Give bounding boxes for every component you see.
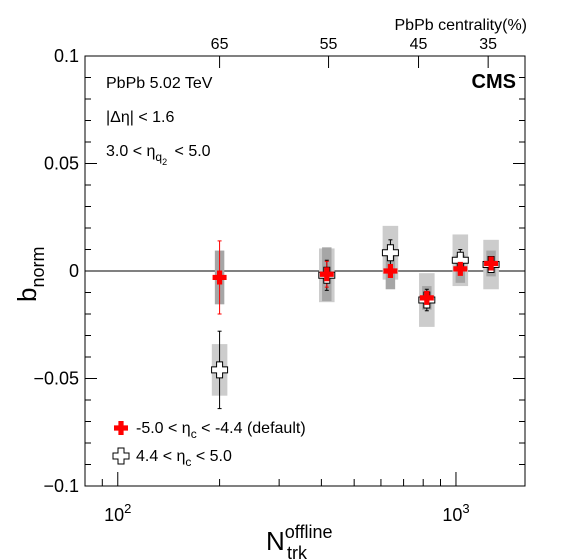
y-tick-label: 0 xyxy=(69,261,79,281)
top-axis-label: PbPb centrality(%) xyxy=(395,17,528,34)
eta-q2-annotation: 3.0 < ηq2 < 5.0 xyxy=(106,143,211,167)
system-annotation: PbPb 5.02 TeV xyxy=(106,75,213,92)
top-tick-label: 55 xyxy=(320,36,338,53)
y-tick-label: −0.1 xyxy=(43,476,79,496)
legend-label-alt: 4.4 < ηc < 5.0 xyxy=(136,448,232,469)
top-tick-label: 45 xyxy=(410,36,428,53)
x-tick-label: 103 xyxy=(442,501,469,525)
legend-label-default: -5.0 < ηc < -4.4 (default) xyxy=(136,420,306,441)
x-title-sup: offline xyxy=(285,522,333,542)
legend-marker-alt xyxy=(112,447,130,465)
legend: -5.0 < ηc < -4.4 (default) 4.4 < ηc < 5.… xyxy=(112,420,306,469)
data-point-default xyxy=(212,270,227,285)
data-point-default xyxy=(319,267,334,282)
data-point-default xyxy=(383,264,398,278)
legend-cross-filled xyxy=(114,421,128,435)
top-tick-label: 65 xyxy=(211,36,229,53)
data-markers xyxy=(211,244,500,379)
legend-marker-default xyxy=(114,421,128,435)
cms-label: CMS xyxy=(472,71,516,93)
y-tick-label: −0.05 xyxy=(33,369,79,389)
eta-q2-subsub: 2 xyxy=(162,157,167,167)
systematic-boxes xyxy=(211,225,499,396)
y-axis: 0.1 0.05 0 −0.05 −0.1 xyxy=(33,46,525,496)
eta-q2-left: 3.0 < η xyxy=(106,143,155,160)
top-centrality-axis: 65 55 45 35 xyxy=(211,36,497,68)
x-tick-label: 102 xyxy=(104,501,131,525)
x-title-main: N xyxy=(266,526,285,556)
y-title-sub: norm xyxy=(28,247,48,288)
x-axis: 102 103 xyxy=(84,472,470,525)
data-point-default xyxy=(453,261,468,276)
deta-annotation: |Δη| < 1.6 xyxy=(106,109,174,126)
eta-q2-right: < 5.0 xyxy=(170,143,211,160)
top-tick-label: 35 xyxy=(479,36,497,53)
x-axis-title: Noffline trk xyxy=(266,522,333,559)
y-tick-label: 0.05 xyxy=(44,154,79,174)
y-title-main: b xyxy=(12,288,42,302)
data-point-default xyxy=(419,290,434,305)
stat-error-bars xyxy=(217,239,494,410)
y-tick-label: 0.1 xyxy=(54,46,79,66)
y-axis-title: bnorm xyxy=(12,247,48,302)
eta-q2-sub: q xyxy=(155,150,162,164)
data-point-default xyxy=(484,256,499,271)
data-point-alt xyxy=(211,361,229,379)
data-point-alt xyxy=(381,244,399,262)
x-title-sub: trk xyxy=(287,543,308,559)
legend-cross-open xyxy=(112,447,130,465)
